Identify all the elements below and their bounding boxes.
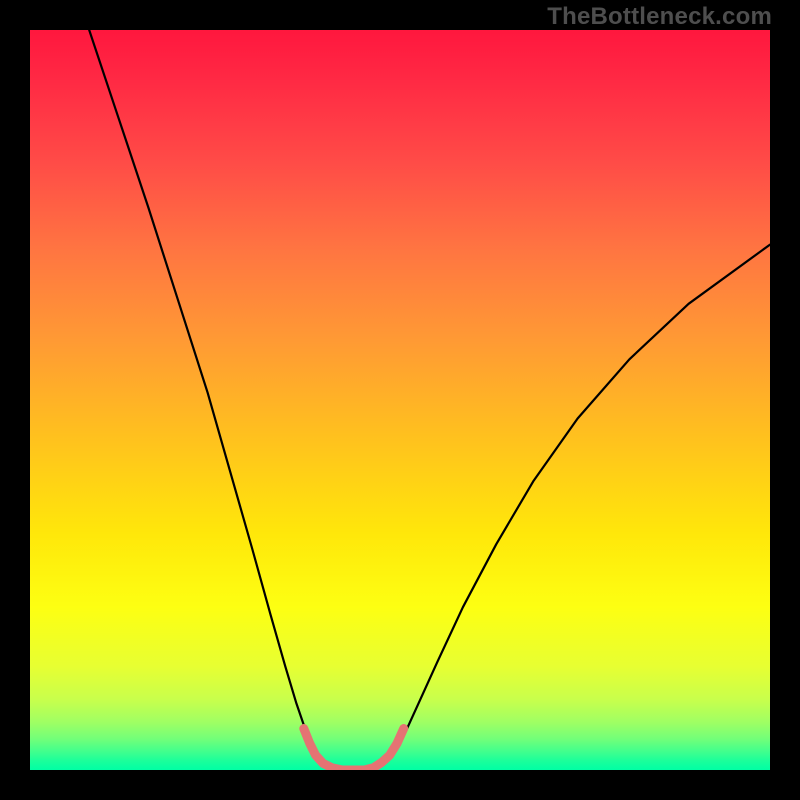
- trough-dot: [300, 725, 308, 733]
- trough-dot: [386, 751, 394, 759]
- trough-dot: [400, 725, 408, 733]
- trough-dot: [393, 739, 401, 747]
- trough-dot: [378, 759, 386, 767]
- plot-area: [30, 30, 770, 770]
- gradient-bg: [30, 30, 770, 770]
- trough-dot: [312, 751, 320, 759]
- plot-svg: [30, 30, 770, 770]
- trough-dot: [319, 759, 327, 767]
- plot-frame: [30, 30, 770, 770]
- stage: TheBottleneck.com: [0, 0, 800, 800]
- trough-dot: [306, 739, 314, 747]
- watermark-text: TheBottleneck.com: [547, 3, 772, 31]
